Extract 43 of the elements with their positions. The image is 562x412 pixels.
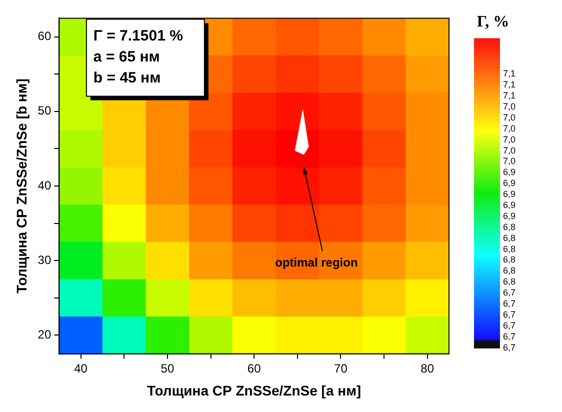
x-tick-label: 50 xyxy=(160,361,174,376)
color-bar-label: 6,7 xyxy=(503,309,516,320)
color-bar-label: 7,1 xyxy=(503,80,516,90)
color-bar-label: 6,8 xyxy=(503,276,516,287)
color-bar-label: 6,7 xyxy=(503,331,516,342)
annotation: optimal region xyxy=(275,256,358,270)
y-tick-label: 50 xyxy=(38,104,52,118)
y-tick-label: 40 xyxy=(38,178,52,192)
x-axis-title: Толщина СР ZnSSe/ZnSe [а нм] xyxy=(147,382,362,398)
y-axis-title: Толщина СР ZnSSe/ZnSe [b нм] xyxy=(13,78,30,294)
color-bar-label: 7,1 xyxy=(503,68,516,79)
color-bar-label: 7,0 xyxy=(503,101,516,112)
y-tick-label: 30 xyxy=(38,252,52,267)
color-bar-label: 6,9 xyxy=(503,200,516,210)
annotation: Γ = 7.1501 % xyxy=(93,27,183,44)
color-bar-label: 6,9 xyxy=(503,189,516,200)
color-bar-label: 6,7 xyxy=(503,298,516,309)
color-bar-label: 6,9 xyxy=(503,210,516,221)
color-bar-label: 6,8 xyxy=(503,244,516,254)
color-bar-label: 6,9 xyxy=(503,167,516,178)
color-bar-label: 6,7 xyxy=(503,288,516,298)
color-bar-label: 6,8 xyxy=(503,222,516,232)
color-bar-label: 6,8 xyxy=(503,254,516,265)
x-tick-label: 70 xyxy=(334,361,348,376)
y-tick-label: 60 xyxy=(38,29,52,44)
annotation: a = 65 нм xyxy=(93,48,160,66)
color-bar-title: Γ, % xyxy=(476,13,510,30)
color-bar-label: 6,8 xyxy=(503,266,516,276)
x-tick-label: 60 xyxy=(247,361,262,376)
annotation: b = 45 нм xyxy=(93,69,161,86)
color-bar-label: 7,0 xyxy=(503,156,516,166)
color-bar-label: 6,7 xyxy=(503,320,516,330)
color-bar-label: 7,0 xyxy=(503,123,516,134)
color-bar-label: 6,7 xyxy=(503,342,516,352)
color-bar-label: 7,0 xyxy=(503,145,516,156)
y-tick-label: 20 xyxy=(38,327,52,342)
color-bar-label: 7,0 xyxy=(503,112,516,122)
x-tick-label: 40 xyxy=(74,361,88,376)
color-bar-label: 7,0 xyxy=(503,134,516,144)
x-tick-label: 80 xyxy=(420,361,434,376)
color-bar-label: 7,1 xyxy=(503,90,516,101)
color-bar-label: 6,8 xyxy=(503,232,516,243)
color-bar-label: 6,9 xyxy=(503,178,516,188)
